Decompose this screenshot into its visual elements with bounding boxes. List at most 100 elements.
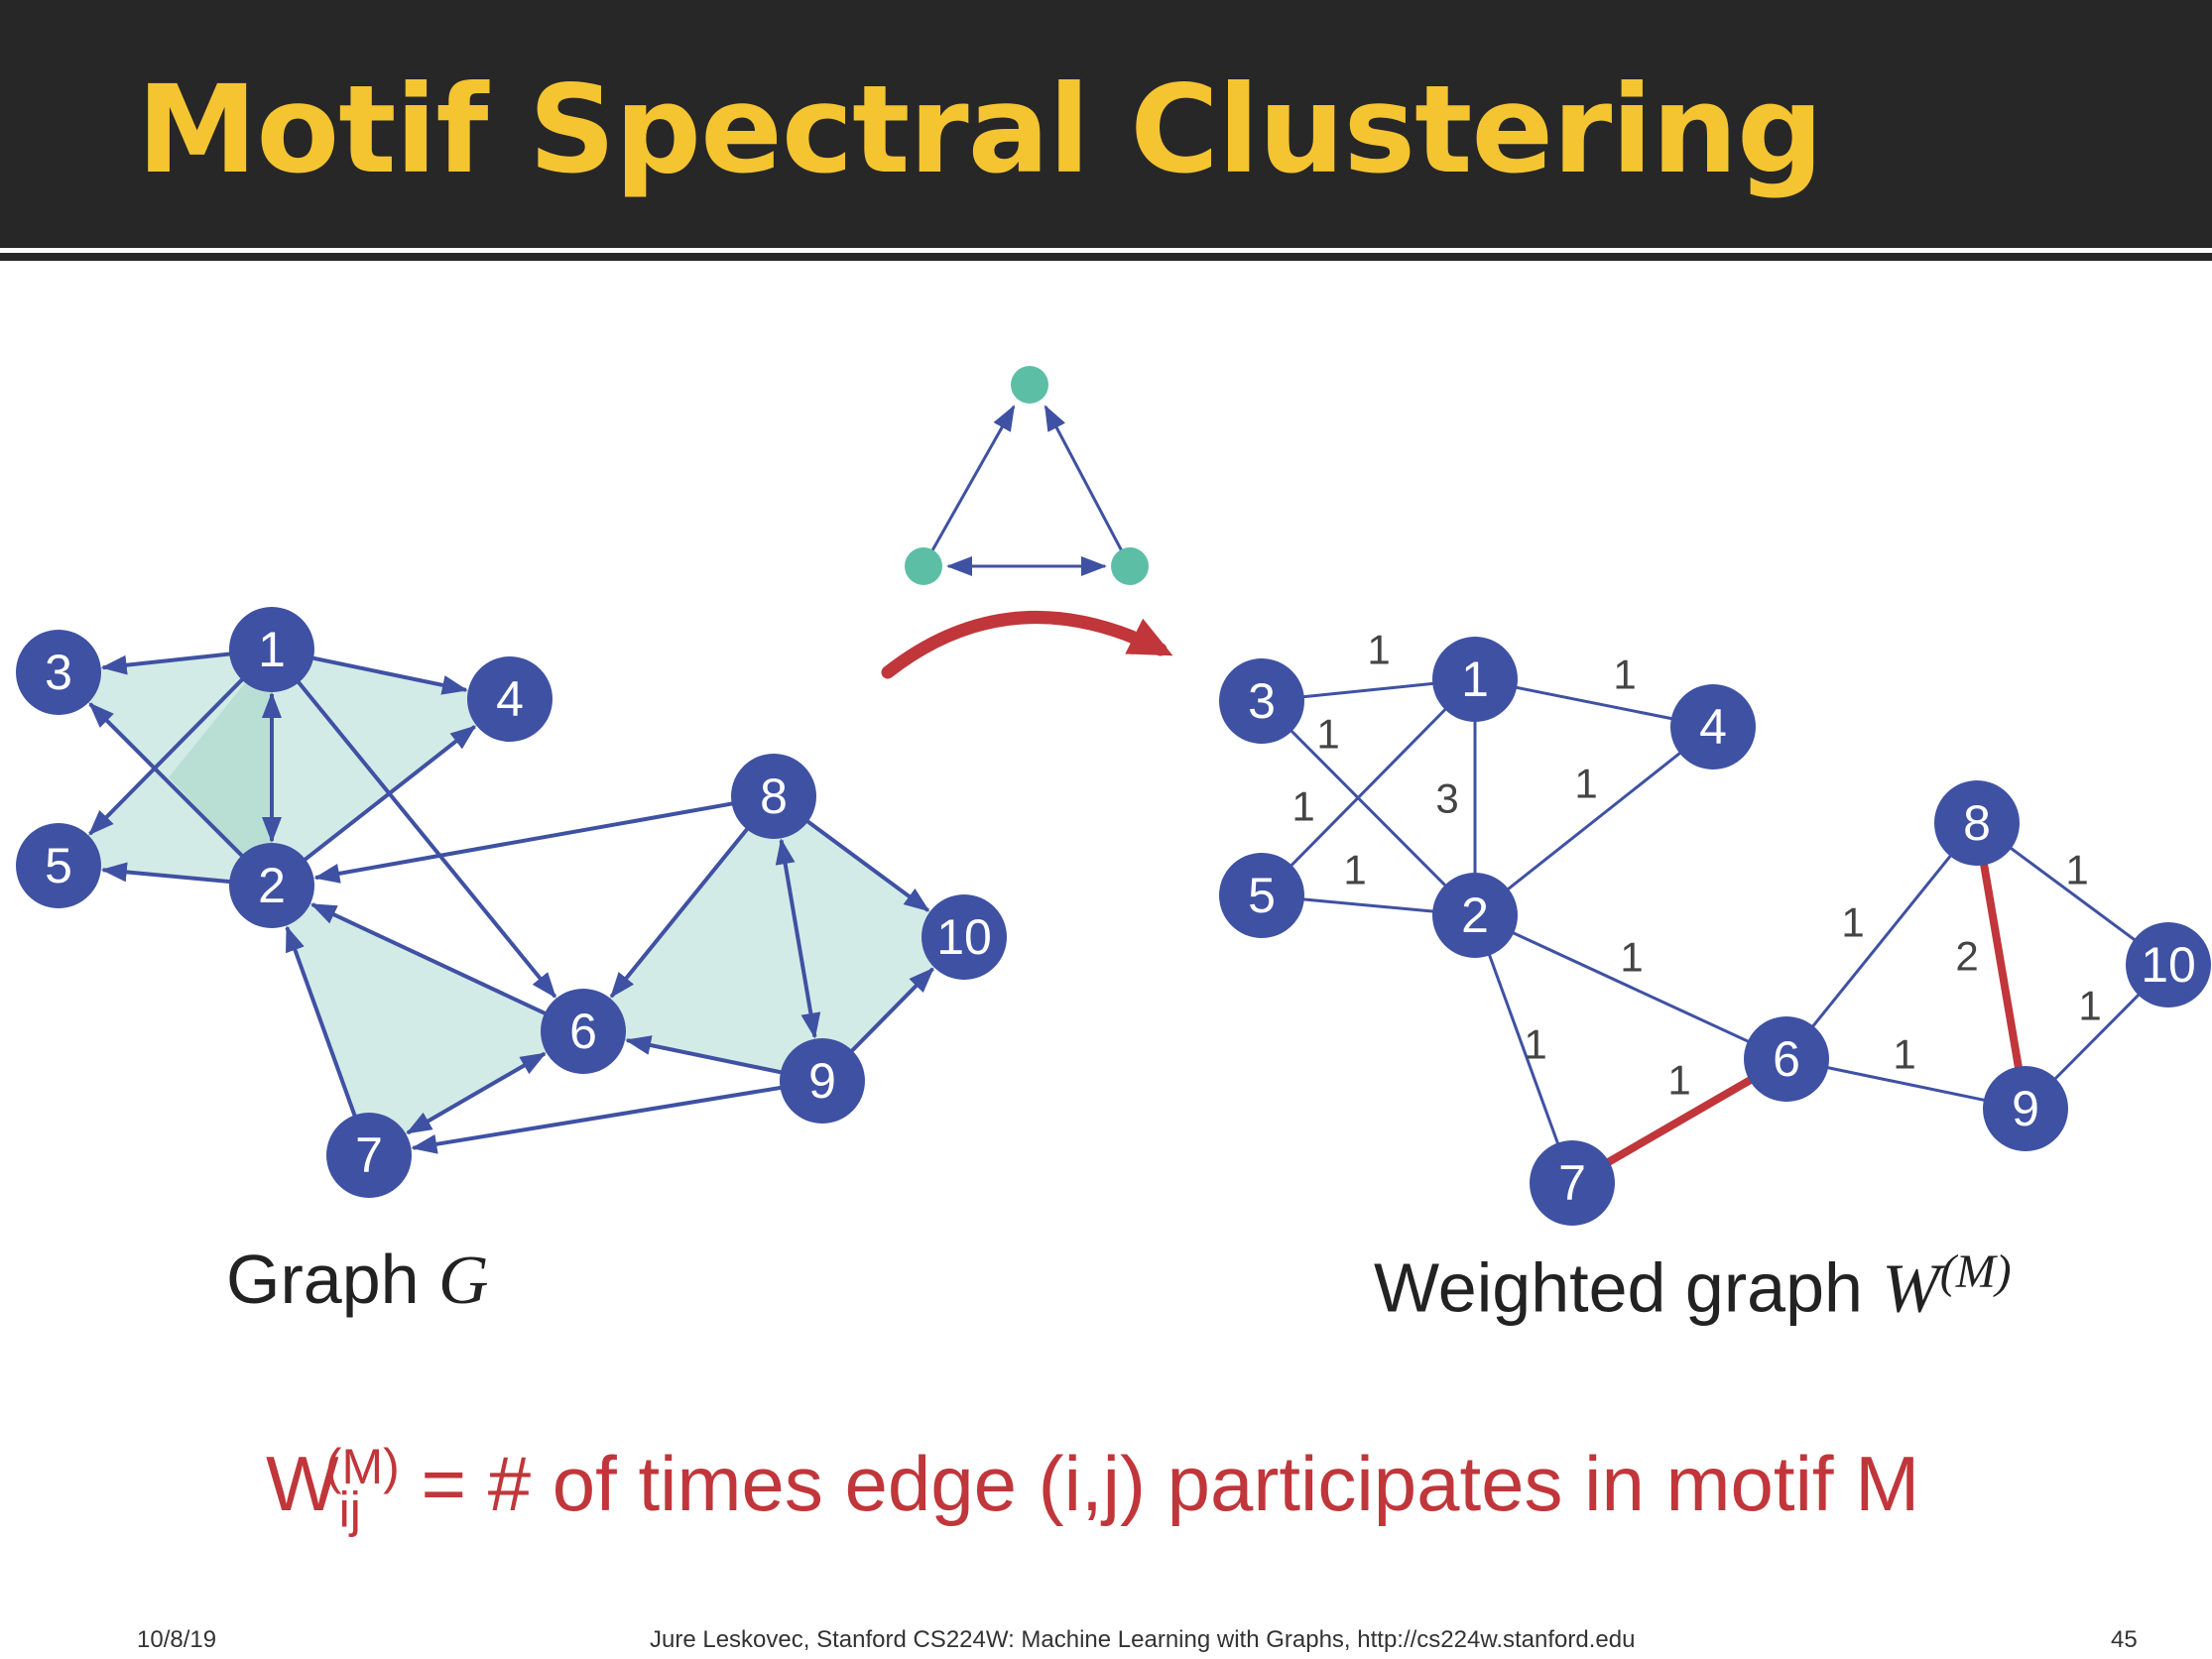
footer-page-number: 45 <box>2111 1626 2138 1653</box>
title-rule <box>0 253 2212 261</box>
graph-g-nodes: 1 2 3 4 5 6 7 8 9 10 <box>16 607 1007 1198</box>
weighted-node-4: 4 <box>1670 684 1756 770</box>
graph-g-node-8: 8 <box>731 754 816 839</box>
formula-superscript: (M) <box>324 1439 400 1494</box>
formula-text: = # of times edge (i,j) participates in … <box>399 1440 1920 1527</box>
svg-text:9: 9 <box>2012 1081 2039 1136</box>
weighted-node-6: 6 <box>1744 1016 1829 1102</box>
highlighted-edges <box>1569 822 2029 1187</box>
weighted-graph-caption-symbol: W <box>1882 1250 1940 1328</box>
wedge-6-8 <box>1784 822 1979 1060</box>
weight-6-8: 1 <box>1841 899 1864 946</box>
weighted-graph-caption-superscript: (M) <box>1939 1245 2012 1298</box>
edge-8-9 <box>775 838 821 1039</box>
weighted-node-1: 1 <box>1432 637 1518 722</box>
svg-text:1: 1 <box>1461 652 1489 707</box>
wedge-3-2 <box>1260 699 1477 917</box>
weight-7-6: 1 <box>1667 1057 1690 1104</box>
weight-8-10: 1 <box>2065 847 2088 893</box>
weighted-graph-nodes: 1 2 3 4 5 6 7 8 9 10 <box>1219 637 2211 1226</box>
slide-title: Motif Spectral Clustering <box>137 59 1823 200</box>
motif-weight-formula: Wij(M) = # of times edge (i,j) participa… <box>266 1438 1919 1539</box>
svg-text:2: 2 <box>258 858 286 913</box>
svg-text:8: 8 <box>1963 795 1991 851</box>
svg-text:9: 9 <box>808 1053 836 1109</box>
weight-6-9: 1 <box>1893 1031 1915 1078</box>
edge-weights: 1 1 1 3 1 1 1 1 1 2 1 1 1 1 1 <box>1291 627 2101 1104</box>
edge-1-5 <box>88 648 274 836</box>
svg-text:10: 10 <box>2141 937 2196 993</box>
svg-text:4: 4 <box>496 671 524 727</box>
graph-g-node-10: 10 <box>922 894 1007 980</box>
weighted-node-10: 10 <box>2126 922 2211 1007</box>
graph-g-node-2: 2 <box>229 843 314 928</box>
motif-overlap-shade <box>169 650 272 886</box>
motif-node-top <box>1011 366 1048 404</box>
weight-2-6: 1 <box>1620 934 1643 981</box>
motif-triangle-6-8-9 <box>583 796 822 1081</box>
footer-date: 10/8/19 <box>137 1626 217 1653</box>
wedge-2-4 <box>1474 725 1714 917</box>
weight-1-4: 1 <box>1613 652 1636 698</box>
svg-text:10: 10 <box>936 909 992 965</box>
motif-template <box>905 366 1149 585</box>
svg-text:3: 3 <box>1248 673 1276 729</box>
weight-3-2: 1 <box>1316 711 1339 758</box>
weight-1-2: 3 <box>1435 775 1458 822</box>
motif-edge-right-to-top <box>1044 405 1132 567</box>
transform-arrow <box>881 611 1173 679</box>
edge-2-3 <box>88 702 274 888</box>
graph-g: 1 2 3 4 5 6 7 8 9 10 <box>16 607 1007 1198</box>
motif-triangle-1-2-4 <box>272 650 510 886</box>
svg-text:5: 5 <box>1248 868 1276 923</box>
motif-triangle-2-6-7 <box>272 886 583 1155</box>
title-bar <box>0 0 2212 248</box>
weight-1-3: 1 <box>1367 627 1390 673</box>
graph-g-node-5: 5 <box>16 823 101 908</box>
svg-text:7: 7 <box>355 1127 383 1183</box>
footer-credit: Jure Leskovec, Stanford CS224W: Machine … <box>650 1626 1636 1653</box>
svg-text:4: 4 <box>1699 699 1727 755</box>
formula-w: W <box>266 1440 339 1527</box>
weighted-node-3: 3 <box>1219 658 1304 744</box>
edge-9-7 <box>411 1079 823 1154</box>
weight-2-4: 1 <box>1574 761 1597 807</box>
weighted-graph: 1 1 1 3 1 1 1 1 1 2 1 1 1 1 1 1 2 3 4 5 … <box>1219 627 2211 1226</box>
formula-subscript: ij <box>338 1481 361 1538</box>
weight-10-9: 1 <box>2078 983 2101 1029</box>
graph-g-node-7: 7 <box>326 1113 412 1198</box>
motif-triangle-8-9-10 <box>774 796 964 1081</box>
edge-6-2 <box>309 902 584 1033</box>
edge-8-2 <box>313 794 775 884</box>
weight-5-2: 1 <box>1343 847 1366 893</box>
svg-text:5: 5 <box>45 838 72 893</box>
svg-text:6: 6 <box>1773 1031 1800 1087</box>
weighted-node-7: 7 <box>1530 1140 1615 1226</box>
weighted-graph-caption: Weighted graph W(M) <box>1374 1244 2012 1329</box>
svg-text:8: 8 <box>760 769 788 824</box>
weighted-node-9: 9 <box>1983 1066 2068 1151</box>
edge-2-4 <box>270 725 477 888</box>
wedge-2-7 <box>1473 914 1574 1184</box>
weighted-node-5: 5 <box>1219 853 1304 938</box>
motif-edge-left-to-top <box>922 405 1016 567</box>
graph-g-caption: Graph G <box>226 1240 489 1321</box>
weighted-node-8: 8 <box>1934 780 2020 866</box>
wedge-2-6 <box>1474 913 1787 1061</box>
svg-text:1: 1 <box>258 622 286 677</box>
graph-g-node-4: 4 <box>467 656 553 742</box>
weight-1-5: 1 <box>1291 783 1314 830</box>
motif-node-right <box>1111 547 1149 585</box>
wedge-1-5 <box>1260 677 1477 897</box>
graph-g-node-1: 1 <box>229 607 314 692</box>
svg-text:3: 3 <box>45 645 72 700</box>
svg-text:6: 6 <box>569 1004 597 1059</box>
motif-node-left <box>905 547 942 585</box>
weighted-node-2: 2 <box>1432 873 1518 958</box>
weighted-graph-caption-text: Weighted graph <box>1374 1248 1883 1327</box>
graph-g-node-3: 3 <box>16 630 101 715</box>
graph-g-node-6: 6 <box>541 989 626 1074</box>
weight-8-9: 2 <box>1955 933 1978 980</box>
edge-8-6 <box>609 794 776 999</box>
